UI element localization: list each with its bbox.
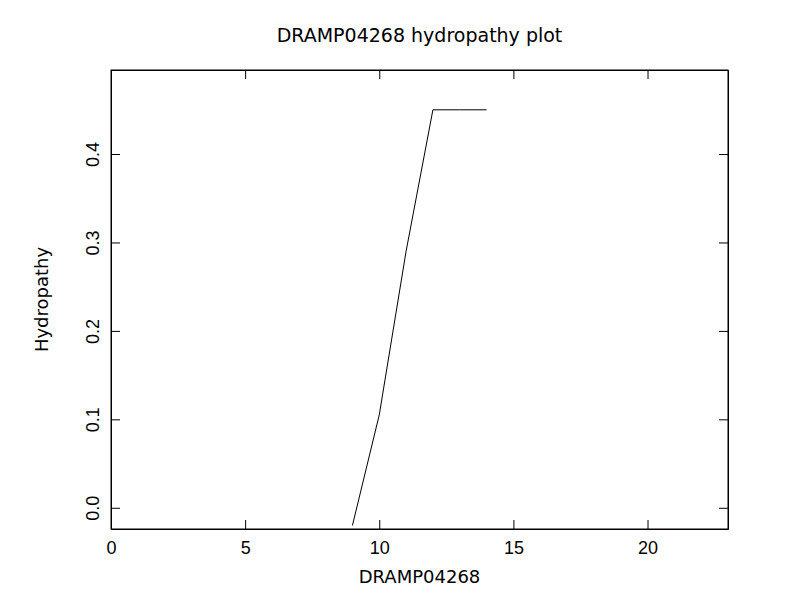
x-tick-mark <box>513 70 514 79</box>
x-tick-mark <box>648 70 649 79</box>
y-tick-mark <box>719 419 728 420</box>
plot: 0 5 10 15 20 0.0 0.1 0.2 0.3 0.4 <box>83 70 729 558</box>
y-tick-mark <box>111 242 120 243</box>
y-axis-right-line <box>728 71 729 530</box>
x-tick: 5 <box>241 520 251 558</box>
x-axis-top-line <box>112 70 729 71</box>
x-tick: 10 <box>370 520 390 558</box>
plot-frame <box>111 70 728 529</box>
y-tick-label: 0.0 <box>83 496 103 521</box>
x-tick-top <box>513 70 514 79</box>
y-tick-mark <box>111 154 120 155</box>
y-tick-label: 0.3 <box>83 230 103 255</box>
y-tick-mark <box>111 419 120 420</box>
x-tick-mark <box>379 70 380 79</box>
x-axis-line <box>112 529 729 530</box>
x-tick-label: 0 <box>106 538 116 558</box>
x-tick-mark <box>513 520 514 529</box>
title: DRAMP04268 hydropathy plot <box>277 24 563 46</box>
y-tick-label: 0.2 <box>83 319 103 344</box>
x-tick: 20 <box>638 520 658 558</box>
y-axis-title: Hydropathy <box>31 247 52 353</box>
x-tick-mark <box>245 70 246 79</box>
hydropathy-line <box>352 110 486 526</box>
y-tick: 0.4 <box>83 142 120 167</box>
y-tick-right <box>719 154 728 155</box>
y-tick-mark <box>719 331 728 332</box>
y-axis: 0.0 0.1 0.2 0.3 0.4 <box>83 71 120 530</box>
y-tick-mark <box>719 508 728 509</box>
chart: 0 5 10 15 20 0.0 0.1 0.2 0.3 0.4 DRAMP04268 hydrop… <box>0 0 800 600</box>
y-tick-mark <box>111 331 120 332</box>
x-axis: 0 5 10 15 20 <box>106 520 728 558</box>
x-tick-label: 15 <box>504 538 524 558</box>
y-tick: 0.3 <box>83 230 120 255</box>
x-tick-label: 10 <box>370 538 390 558</box>
y-tick-mark <box>719 242 728 243</box>
y-tick-right <box>719 242 728 243</box>
y-tick-label: 0.1 <box>83 407 103 432</box>
x-tick-top <box>245 70 246 79</box>
y-tick-right <box>719 419 728 420</box>
x-tick-label: 5 <box>241 538 251 558</box>
y-tick-mark <box>111 508 120 509</box>
x-tick-top <box>379 70 380 79</box>
x-axis-title: DRAMP04268 <box>359 566 481 587</box>
y-axis-right <box>719 71 729 530</box>
y-axis-line <box>111 71 112 530</box>
x-tick-top <box>648 70 649 79</box>
x-tick-mark <box>648 520 649 529</box>
x-tick-mark <box>245 520 246 529</box>
x-tick: 15 <box>504 520 524 558</box>
y-tick: 0.1 <box>83 407 120 432</box>
y-tick-label: 0.4 <box>83 142 103 167</box>
y-tick: 0.0 <box>83 496 120 521</box>
y-tick-right <box>719 508 728 509</box>
x-tick-mark <box>379 520 380 529</box>
x-axis-top <box>112 70 729 79</box>
y-tick: 0.2 <box>83 319 120 344</box>
y-tick-mark <box>719 154 728 155</box>
y-tick-right <box>719 331 728 332</box>
x-tick-label: 20 <box>638 538 658 558</box>
series-group <box>352 110 486 526</box>
